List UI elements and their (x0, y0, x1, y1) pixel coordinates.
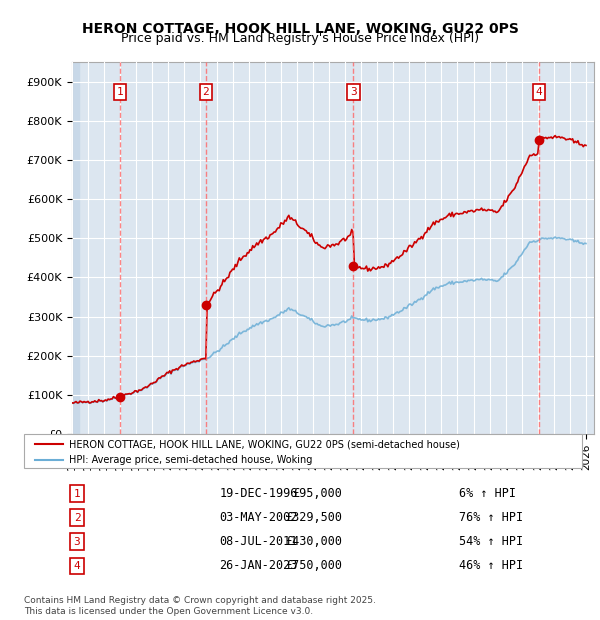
Text: 2: 2 (74, 513, 80, 523)
Text: Contains HM Land Registry data © Crown copyright and database right 2025.
This d: Contains HM Land Registry data © Crown c… (24, 596, 376, 616)
Text: 3: 3 (350, 87, 357, 97)
Bar (72, 62, 80, 434)
Text: HPI: Average price, semi-detached house, Woking: HPI: Average price, semi-detached house,… (68, 454, 312, 464)
Text: 4: 4 (74, 561, 80, 571)
Text: 19-DEC-1996: 19-DEC-1996 (220, 487, 298, 500)
Text: 1: 1 (74, 489, 80, 498)
Text: £95,000: £95,000 (292, 487, 342, 500)
Text: 6% ↑ HPI: 6% ↑ HPI (459, 487, 516, 500)
Text: Price paid vs. HM Land Registry's House Price Index (HPI): Price paid vs. HM Land Registry's House … (121, 32, 479, 45)
FancyBboxPatch shape (24, 434, 582, 468)
Text: 4: 4 (536, 87, 542, 97)
Text: HERON COTTAGE, HOOK HILL LANE, WOKING, GU22 0PS: HERON COTTAGE, HOOK HILL LANE, WOKING, G… (82, 22, 518, 36)
Text: 3: 3 (74, 537, 80, 547)
Text: £430,000: £430,000 (285, 535, 342, 548)
Text: 26-JAN-2023: 26-JAN-2023 (220, 559, 298, 572)
Text: 46% ↑ HPI: 46% ↑ HPI (459, 559, 523, 572)
Text: 54% ↑ HPI: 54% ↑ HPI (459, 535, 523, 548)
Text: 08-JUL-2011: 08-JUL-2011 (220, 535, 298, 548)
Text: 76% ↑ HPI: 76% ↑ HPI (459, 512, 523, 524)
Text: 1: 1 (116, 87, 123, 97)
Text: HERON COTTAGE, HOOK HILL LANE, WOKING, GU22 0PS (semi-detached house): HERON COTTAGE, HOOK HILL LANE, WOKING, G… (68, 439, 460, 450)
Text: £329,500: £329,500 (285, 512, 342, 524)
Text: 03-MAY-2002: 03-MAY-2002 (220, 512, 298, 524)
Text: £750,000: £750,000 (285, 559, 342, 572)
Text: 2: 2 (203, 87, 209, 97)
